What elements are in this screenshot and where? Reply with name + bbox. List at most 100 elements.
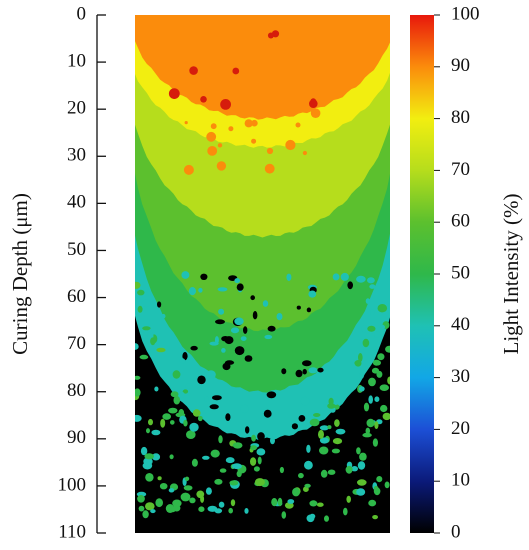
- speckle: [144, 453, 154, 460]
- speckle: [218, 308, 225, 315]
- speckle: [345, 465, 353, 474]
- speckle: [366, 418, 375, 428]
- speckle: [150, 337, 156, 346]
- speckle: [135, 281, 141, 289]
- y-tick-label: 0: [77, 3, 87, 24]
- speckle: [251, 119, 258, 127]
- speckle: [306, 307, 312, 313]
- speckle: [302, 360, 312, 367]
- speckle: [298, 472, 304, 479]
- speckle: [334, 419, 340, 427]
- speckle: [308, 290, 317, 298]
- speckle: [169, 454, 174, 460]
- speckle: [240, 336, 247, 341]
- speckle: [365, 298, 371, 304]
- speckle: [220, 99, 232, 110]
- speckle: [385, 345, 390, 353]
- speckle: [197, 375, 206, 385]
- speckle: [306, 514, 315, 523]
- speckle: [319, 437, 329, 444]
- y-tick-label: 110: [58, 521, 86, 542]
- speckle: [287, 499, 295, 504]
- speckle: [217, 287, 228, 292]
- speckle: [332, 273, 340, 281]
- speckle: [189, 497, 196, 504]
- speckle: [357, 479, 367, 486]
- speckle: [234, 346, 245, 356]
- speckle: [151, 453, 161, 461]
- speckle: [379, 384, 389, 392]
- speckle: [317, 367, 324, 373]
- speckle: [387, 376, 390, 385]
- speckle: [310, 108, 321, 118]
- speckle: [140, 446, 148, 456]
- colorbar-tick-label: 10: [451, 470, 470, 491]
- speckle: [224, 336, 234, 345]
- speckle: [313, 413, 321, 417]
- speckle: [145, 502, 155, 511]
- speckle: [139, 354, 149, 360]
- speckle: [347, 281, 354, 290]
- colorbar-tick-label: 20: [451, 418, 470, 439]
- speckle: [291, 423, 298, 430]
- speckle: [137, 495, 145, 503]
- speckle: [183, 485, 193, 491]
- speckle: [212, 395, 222, 401]
- speckle: [267, 32, 274, 39]
- speckle: [198, 287, 203, 293]
- speckle: [319, 425, 329, 431]
- speckle: [356, 275, 366, 283]
- speckle: [191, 458, 198, 467]
- speckle: [357, 461, 366, 470]
- speckle: [267, 325, 276, 332]
- y-axis-title: Curing Depth (μm): [8, 193, 32, 355]
- speckle: [168, 407, 178, 414]
- speckle: [182, 352, 188, 361]
- speckle: [148, 418, 153, 426]
- speckle: [209, 341, 219, 346]
- speckle: [346, 495, 352, 503]
- speckle: [264, 163, 275, 174]
- speckle: [172, 499, 182, 508]
- speckle: [184, 121, 188, 125]
- colorbar-tick-label: 80: [451, 107, 470, 128]
- speckle: [309, 500, 318, 507]
- y-tick-label: 10: [67, 50, 86, 71]
- speckle: [359, 372, 364, 379]
- speckle: [372, 515, 378, 520]
- speckle: [234, 278, 240, 284]
- speckle: [351, 466, 358, 472]
- speckle: [319, 446, 329, 455]
- speckle: [266, 391, 277, 399]
- speckle: [374, 360, 381, 366]
- speckle: [363, 402, 370, 412]
- speckle: [157, 301, 162, 308]
- speckle: [262, 300, 269, 307]
- speckle: [182, 389, 189, 394]
- speckle: [245, 426, 250, 434]
- speckle: [374, 331, 381, 338]
- speckle: [210, 123, 217, 130]
- speckle: [156, 347, 166, 353]
- heatmap-plot: [135, 15, 390, 533]
- speckle: [188, 287, 196, 296]
- speckle: [219, 468, 227, 473]
- speckle: [228, 126, 234, 132]
- speckle: [250, 445, 257, 451]
- speckle: [264, 334, 273, 340]
- speckle: [251, 138, 257, 144]
- speckle: [324, 515, 329, 522]
- y-axis: 0 10 20 30 40 50 60 70 80 90 100 110: [58, 3, 106, 542]
- speckle: [251, 434, 256, 442]
- colorbar-title: Light Intensity (%): [499, 194, 523, 355]
- colorbar-tick-label: 50: [451, 262, 470, 283]
- speckle: [254, 478, 265, 487]
- speckle: [356, 447, 361, 455]
- speckle: [142, 326, 151, 331]
- speckle: [368, 395, 374, 404]
- speckle: [379, 324, 385, 330]
- speckle: [362, 338, 370, 348]
- speckle: [257, 432, 265, 441]
- speckle: [372, 438, 378, 447]
- speckle: [306, 444, 311, 453]
